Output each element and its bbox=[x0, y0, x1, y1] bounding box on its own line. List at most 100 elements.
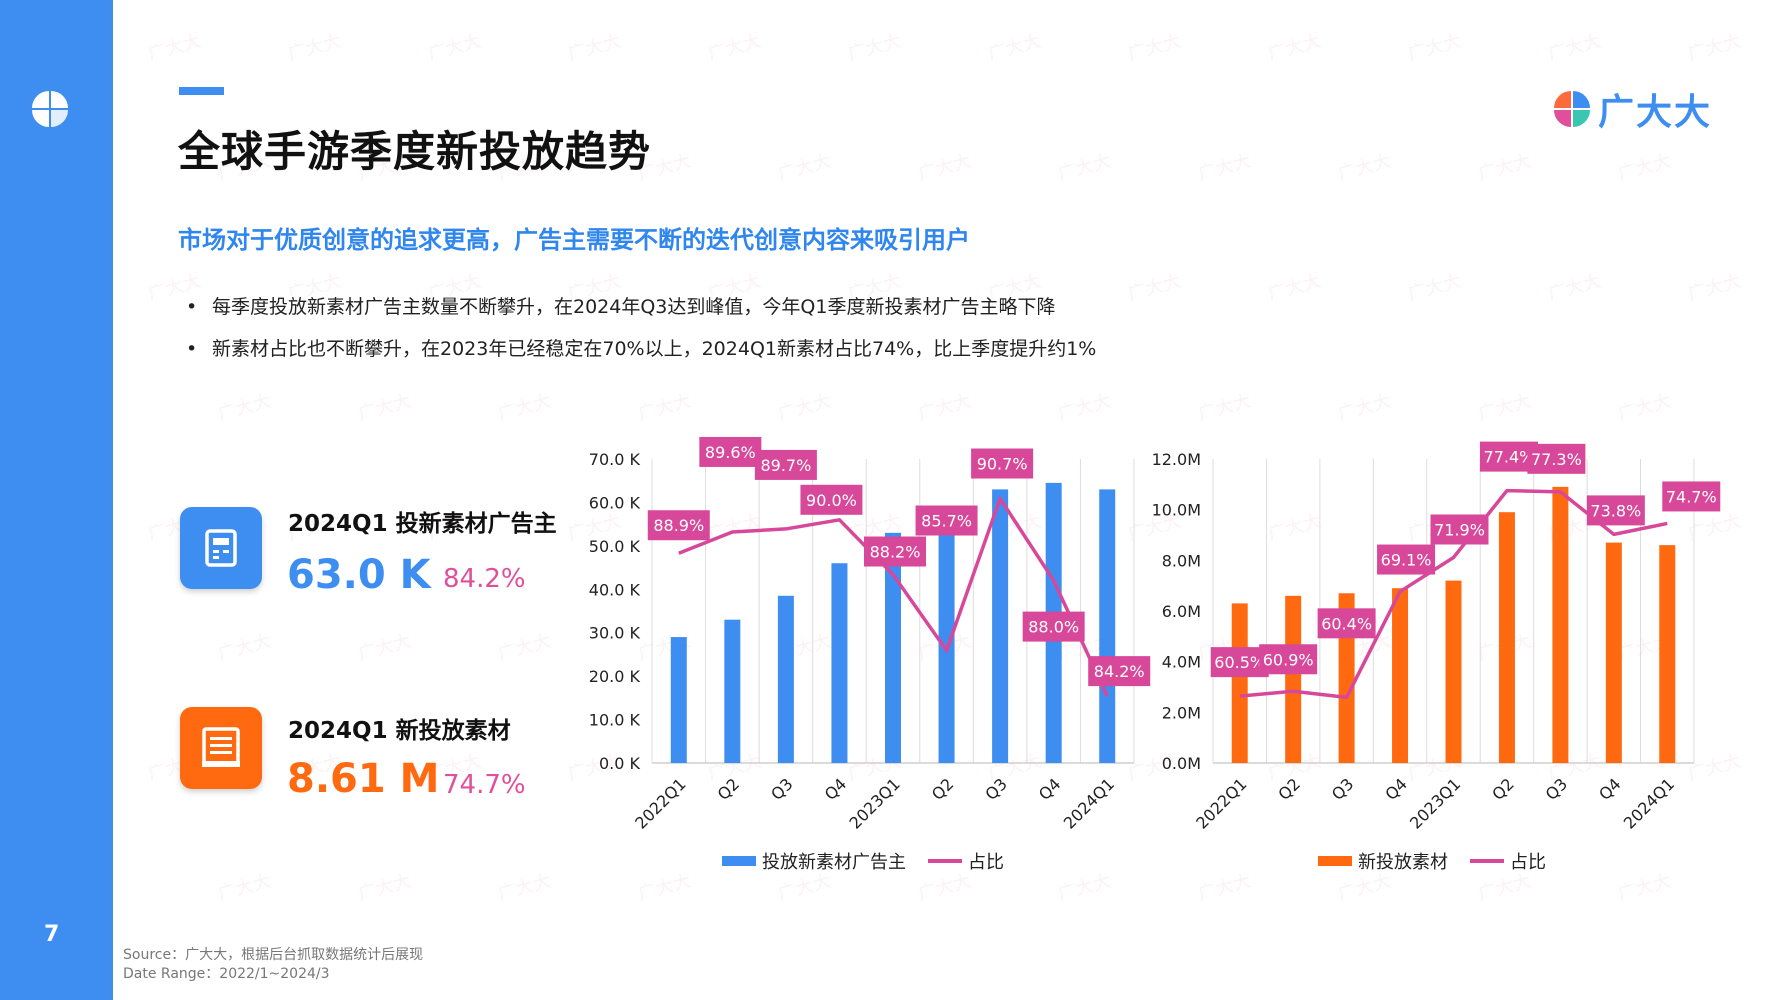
data-label: 71.9% bbox=[1434, 520, 1485, 539]
legend-label: 投放新素材广告主 bbox=[762, 852, 906, 873]
y-tick-label: 50.0 K bbox=[589, 537, 641, 556]
kpi-creative-icon-tile bbox=[180, 707, 262, 789]
data-label: 85.7% bbox=[921, 512, 972, 531]
data-label: 90.7% bbox=[977, 455, 1028, 474]
y-tick-label: 12.0M bbox=[1152, 450, 1201, 469]
data-label: 88.0% bbox=[1028, 618, 1079, 637]
kpi-creative-value: 8.61 M bbox=[287, 756, 440, 802]
y-tick-label: 2.0M bbox=[1162, 703, 1201, 722]
kpi-creative-pct: 74.7% bbox=[443, 770, 526, 800]
bar bbox=[1285, 595, 1302, 763]
y-tick-label: 4.0M bbox=[1162, 653, 1201, 672]
bar bbox=[1605, 542, 1622, 763]
data-label-box bbox=[699, 436, 762, 467]
data-label: 73.8% bbox=[1590, 501, 1641, 520]
bullet-item: 每季度投放新素材广告主数量不断攀升，在2024年Q3达到峰值，今年Q1季度新投素… bbox=[186, 286, 1096, 328]
data-label-box bbox=[1527, 443, 1586, 474]
legend-label: 占比 bbox=[1510, 852, 1546, 873]
kpi-advertiser-label: 2024Q1 投新素材广告主 bbox=[288, 511, 557, 537]
kpi-advertiser-icon-tile bbox=[180, 507, 262, 589]
y-tick-label: 0.0 K bbox=[599, 754, 641, 773]
kpi-advertiser-value: 63.0 K bbox=[287, 552, 431, 598]
date-range-line: Date Range：2022/1~2024/3 bbox=[123, 966, 330, 982]
data-label: 88.2% bbox=[870, 543, 921, 562]
legend-bar-swatch bbox=[722, 856, 756, 866]
brand-logo-icon bbox=[32, 91, 68, 127]
data-label: 88.9% bbox=[653, 516, 704, 535]
legend-label: 占比 bbox=[968, 852, 1004, 873]
x-tick-label: Q4 bbox=[1381, 774, 1411, 804]
data-label: 90.0% bbox=[806, 491, 857, 510]
x-tick-label: 2022Q1 bbox=[1192, 774, 1250, 832]
x-tick-label: Q4 bbox=[1595, 774, 1625, 804]
bar bbox=[1445, 580, 1462, 763]
bar bbox=[1231, 603, 1248, 763]
ratio-line bbox=[678, 496, 1109, 697]
y-tick-label: 0.0M bbox=[1162, 754, 1201, 773]
y-tick-label: 20.0 K bbox=[589, 667, 641, 686]
data-label-box bbox=[971, 448, 1034, 479]
legend-line-swatch bbox=[928, 859, 962, 863]
data-label-box bbox=[1586, 495, 1645, 526]
bar bbox=[1099, 489, 1116, 763]
data-label-box bbox=[1377, 544, 1436, 575]
data-label-box bbox=[647, 510, 710, 541]
receipt-icon bbox=[202, 727, 240, 767]
bar bbox=[831, 563, 848, 763]
x-tick-label: Q3 bbox=[1328, 774, 1358, 804]
y-tick-label: 10.0M bbox=[1152, 501, 1201, 520]
y-tick-label: 70.0 K bbox=[589, 450, 641, 469]
kpi-creative-label: 2024Q1 新投放素材 bbox=[288, 718, 511, 744]
data-label: 77.3% bbox=[1531, 450, 1582, 469]
brand-logo: 广大大 bbox=[1552, 83, 1712, 135]
y-tick-label: 6.0M bbox=[1162, 602, 1201, 621]
bar bbox=[670, 637, 687, 763]
x-tick-label: 2024Q1 bbox=[1620, 774, 1678, 832]
brand-mark-icon bbox=[1554, 91, 1590, 127]
bar bbox=[1552, 486, 1569, 763]
data-label: 89.6% bbox=[705, 443, 756, 462]
data-label: 60.9% bbox=[1263, 650, 1314, 669]
data-label: 74.7% bbox=[1666, 487, 1717, 506]
bar bbox=[1498, 512, 1515, 763]
bullet-item: 新素材占比也不断攀升，在2023年已经稳定在70%以上，2024Q1新素材占比7… bbox=[186, 328, 1096, 370]
chart1-legend: 投放新素材广告主 占比 bbox=[722, 848, 1004, 874]
data-label-box bbox=[1088, 656, 1151, 687]
data-label-box bbox=[915, 505, 978, 536]
bar bbox=[938, 521, 955, 763]
data-label: 69.1% bbox=[1381, 551, 1432, 570]
y-tick-label: 10.0 K bbox=[589, 711, 641, 730]
sidebar: 7 bbox=[0, 0, 113, 1000]
kpi-advertiser-pct: 84.2% bbox=[443, 564, 526, 594]
data-label: 60.5% bbox=[1214, 653, 1265, 672]
bar bbox=[1659, 545, 1676, 763]
data-label-box bbox=[864, 536, 926, 567]
bar bbox=[777, 595, 794, 763]
x-tick-label: Q3 bbox=[1542, 774, 1572, 804]
bar bbox=[1392, 588, 1409, 763]
bar bbox=[724, 619, 741, 763]
chart2-legend: 新投放素材 占比 bbox=[1318, 848, 1546, 874]
y-tick-label: 8.0M bbox=[1162, 551, 1201, 570]
bar bbox=[992, 489, 1009, 763]
data-label-box bbox=[1317, 608, 1376, 639]
data-label-box bbox=[800, 484, 863, 515]
data-label-box bbox=[1210, 647, 1269, 678]
data-label: 84.2% bbox=[1094, 662, 1145, 681]
legend-label: 新投放素材 bbox=[1358, 852, 1448, 873]
data-label: 77.4% bbox=[1484, 448, 1535, 467]
brand-name: 广大大 bbox=[1598, 92, 1713, 133]
x-tick-label: 2023Q1 bbox=[1406, 774, 1464, 832]
y-tick-label: 30.0 K bbox=[589, 624, 641, 643]
y-tick-label: 60.0 K bbox=[589, 493, 641, 512]
legend-line-swatch bbox=[1470, 859, 1504, 863]
data-label-box bbox=[1022, 611, 1085, 642]
bar bbox=[885, 532, 901, 763]
data-label: 60.4% bbox=[1321, 614, 1372, 633]
data-label-box bbox=[1430, 514, 1489, 545]
bullet-list: 每季度投放新素材广告主数量不断攀升，在2024年Q3达到峰值，今年Q1季度新投素… bbox=[186, 286, 1096, 370]
page-title: 全球手游季度新投放趋势 bbox=[178, 127, 652, 176]
source-line: Source：广大大，根据后台抓取数据统计后展现 bbox=[123, 947, 424, 963]
